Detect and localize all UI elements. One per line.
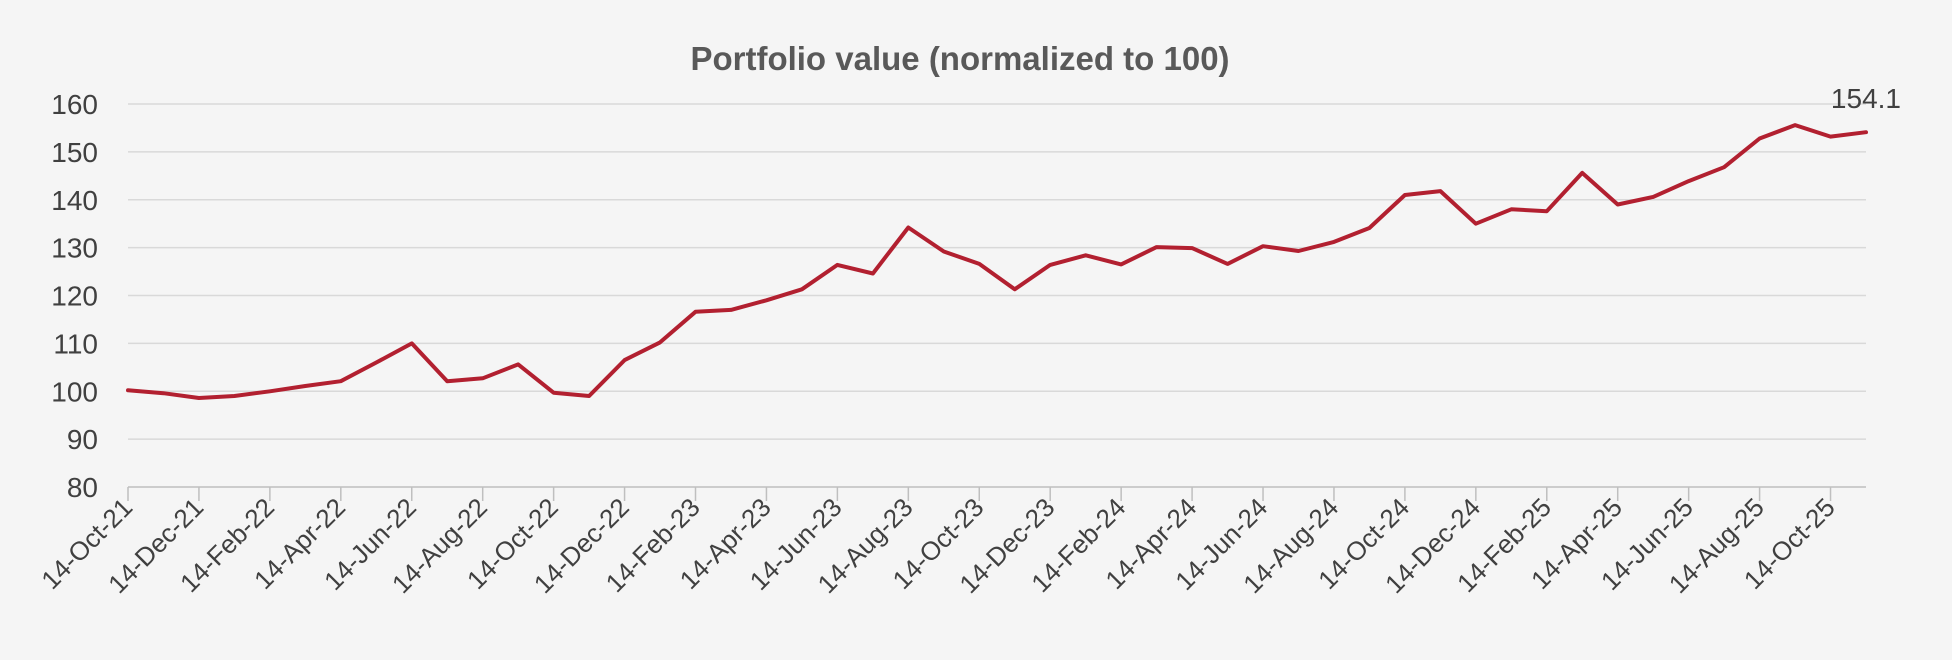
x-axis: [127, 486, 1866, 501]
y-tick-label: 120: [51, 281, 98, 312]
y-tick-label: 80: [67, 472, 98, 503]
y-tick-label: 130: [51, 233, 98, 264]
y-axis-tick-labels: 80 90 100 110 120 130 140 150 160: [51, 89, 98, 503]
series-line-portfolio-value: [126, 123, 1868, 400]
x-axis-tick-labels: 14-Oct-2114-Dec-2114-Feb-2214-Apr-2214-J…: [35, 492, 1840, 599]
y-tick-label: 150: [51, 137, 98, 168]
y-tick-label: 100: [51, 376, 98, 407]
series-layer: [126, 123, 1868, 400]
last-value-label: 154.1: [1831, 83, 1901, 114]
gridlines: [128, 103, 1866, 440]
chart-title: Portfolio value (normalized to 100): [690, 40, 1229, 77]
y-tick-label: 110: [53, 328, 98, 359]
annotations: 154.1: [1831, 83, 1901, 114]
y-tick-label: 140: [51, 185, 98, 216]
y-tick-label: 160: [51, 89, 98, 120]
y-tick-label: 90: [67, 424, 98, 455]
